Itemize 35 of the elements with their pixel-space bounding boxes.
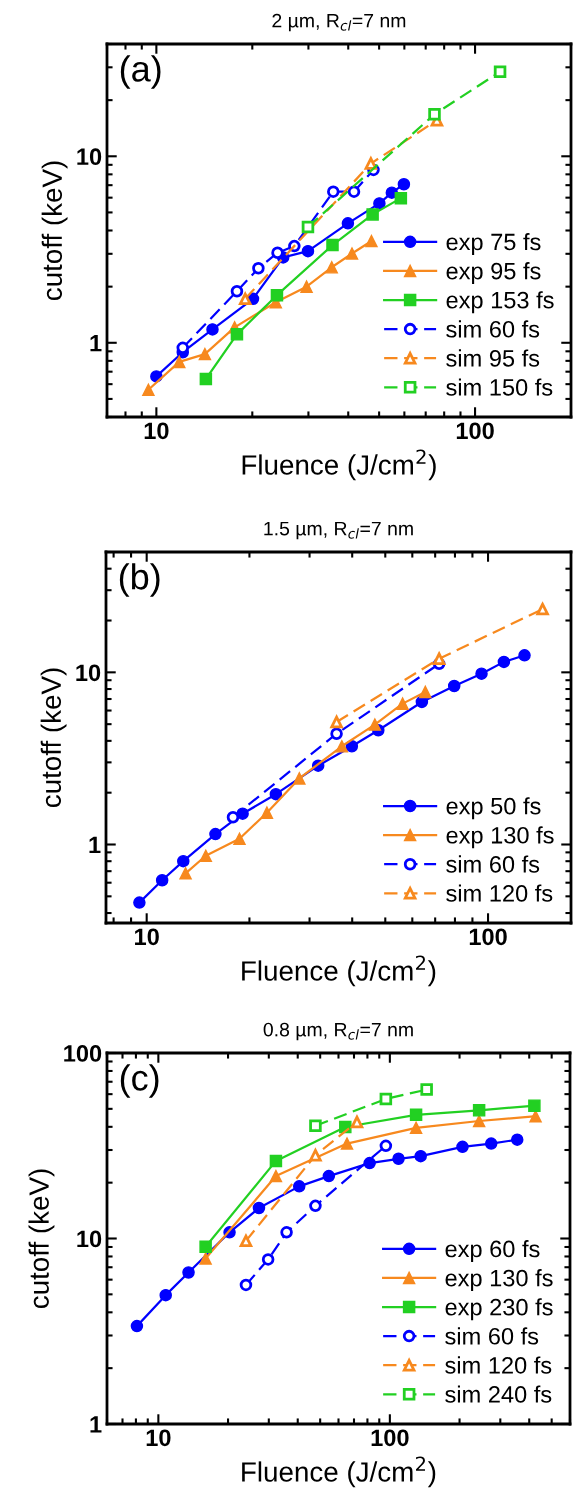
legend-label: exp 60 fs <box>445 1240 540 1263</box>
chart-title: 0.8 µm, R$_{cl}$=7 nm <box>263 1022 413 1041</box>
annotation: (a) <box>120 55 161 89</box>
y-tick-label: 10 <box>76 664 101 682</box>
legend-label: exp 153 fs <box>446 291 554 314</box>
x-axis-title: Fluence (J/cm$^{2}$) <box>242 955 436 987</box>
legend-label: sim 240 fs <box>445 1385 552 1403</box>
legend-label: sim 95 fs <box>446 349 540 367</box>
chart-title: 1.5 µm, R$_{cl}$=7 nm <box>264 521 413 540</box>
y-axis-title: cutoff (keV) <box>40 668 67 808</box>
y-tick-label: 1 <box>90 335 102 352</box>
annotation: (c) <box>120 1064 159 1098</box>
annotation: (b) <box>119 563 160 597</box>
legend-label: sim 120 fs <box>445 1356 552 1374</box>
y-tick-label: 100 <box>64 1045 102 1062</box>
legend-label: exp 75 fs <box>446 233 541 256</box>
legend-label: sim 60 fs <box>446 855 540 873</box>
y-tick-label: 10 <box>77 1230 102 1248</box>
y-tick-label: 1 <box>90 1416 102 1433</box>
y-tick-label: 10 <box>77 148 102 166</box>
legend-label: sim 120 fs <box>446 884 553 902</box>
legend-label: exp 130 fs <box>446 826 554 849</box>
y-axis-title: cutoff (keV) <box>41 161 68 301</box>
x-axis-title: Fluence (J/cm$^{2}$) <box>242 1456 436 1488</box>
legend-label: exp 130 fs <box>445 1269 553 1292</box>
x-axis-title: Fluence (J/cm$^{2}$) <box>242 449 436 481</box>
legend-label: sim 60 fs <box>445 1327 539 1345</box>
y-tick-label: 1 <box>89 836 101 854</box>
chart-title: 2 µm, R$_{cl}$=7 nm <box>272 13 406 32</box>
legend-label: exp 95 fs <box>446 262 541 285</box>
legend-label: sim 60 fs <box>446 320 540 338</box>
legend-label: exp 50 fs <box>446 797 541 820</box>
legend-label: exp 230 fs <box>445 1298 553 1321</box>
y-axis-title: cutoff (keV) <box>28 1169 55 1309</box>
legend-label: sim 150 fs <box>446 378 553 396</box>
